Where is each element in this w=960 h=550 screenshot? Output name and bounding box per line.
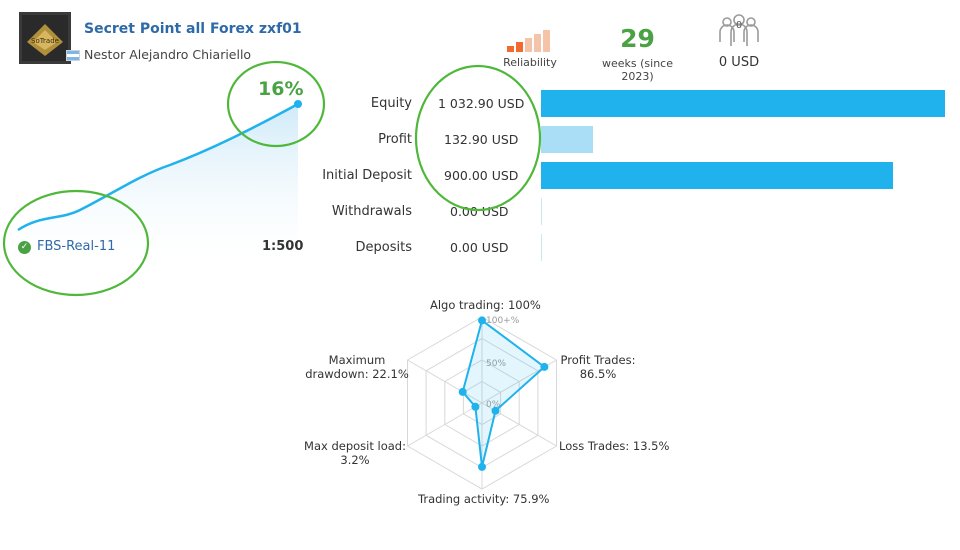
radar-label-algo-trading: Algo trading: 100% xyxy=(430,298,541,312)
subscribers-usd: 0 USD xyxy=(718,55,760,70)
finance-bar-equity xyxy=(541,90,945,117)
radar-scale-label: 100+% xyxy=(486,316,520,326)
finance-label-equity: Equity xyxy=(370,96,412,111)
finance-bar-deposits xyxy=(541,234,542,261)
radar-label-loss-trades: Loss Trades: 13.5% xyxy=(559,439,670,453)
subscribers-icon: 0 xyxy=(714,12,764,56)
radar-point-trading-activity xyxy=(478,462,486,471)
weeks-value: 29 xyxy=(620,24,655,53)
finance-value-profit: 132.90 USD xyxy=(444,132,519,147)
finance-value-withdrawals: 0.00 USD xyxy=(450,204,509,219)
radar-axis xyxy=(407,359,483,404)
weeks-block: 29 weeks (since 2023) xyxy=(585,24,690,83)
finance-label-deposits: Deposits xyxy=(355,240,412,255)
trading-logo-icon[interactable]: SoTrade xyxy=(19,12,71,64)
radar-label-maximum-drawdown: Maximum drawdown: 22.1% xyxy=(305,353,409,381)
finance-label-profit: Profit xyxy=(378,132,412,147)
radar-point-loss-trades xyxy=(491,406,500,415)
finance-value-initial-deposit: 900.00 USD xyxy=(444,168,519,183)
check-icon: ✓ xyxy=(18,241,31,254)
reliability-bar xyxy=(507,46,514,52)
finance-bar-withdrawals xyxy=(541,198,542,225)
radar-points xyxy=(458,316,549,471)
finance-label-withdrawals: Withdrawals xyxy=(331,204,412,219)
finance-bar-initial-deposit xyxy=(541,162,893,189)
reliability-indicator: Reliability xyxy=(500,26,560,72)
weeks-label: weeks (since 2023) xyxy=(602,57,673,83)
radar-label-trading-activity: Trading activity: 75.9% xyxy=(418,492,550,506)
subscribers-count: 0 xyxy=(735,20,743,31)
radar-chart: 100+% 50% 0% xyxy=(407,316,557,490)
server-name[interactable]: FBS-Real-11 xyxy=(37,239,116,254)
radar-point-profit-trades xyxy=(540,362,549,371)
finance-bar-profit xyxy=(541,126,593,153)
reliability-bar xyxy=(525,38,532,52)
leverage: 1:500 xyxy=(262,239,304,254)
argentina-flag-icon xyxy=(66,50,80,61)
radar-scale-label: 0% xyxy=(486,400,501,410)
finance-label-initial-deposit: Initial Deposit xyxy=(322,168,412,183)
avatar-text: SoTrade xyxy=(31,37,59,45)
finance-value-equity: 1 032.90 USD xyxy=(438,96,525,111)
reliability-label: Reliability xyxy=(503,56,557,69)
reliability-bar xyxy=(534,34,541,52)
reliability-bar xyxy=(516,42,523,52)
author-name[interactable]: Nestor Alejandro Chiariello xyxy=(84,47,252,62)
server-link[interactable]: ✓ FBS-Real-11 xyxy=(18,239,115,254)
finance-value-deposits: 0.00 USD xyxy=(450,240,509,255)
radar-point-maximum-drawdown xyxy=(458,387,467,396)
radar-point-algo-trading xyxy=(478,316,486,325)
radar-scale-label: 50% xyxy=(486,359,506,369)
radar-axis xyxy=(407,402,483,447)
reliability-bar xyxy=(543,30,550,52)
radar-label-max-deposit-load: Max deposit load: 3.2% xyxy=(304,439,406,467)
radar-point-max-deposit-load xyxy=(471,402,480,411)
radar-label-profit-trades: Profit Trades: 86.5% xyxy=(560,353,636,381)
signal-title[interactable]: Secret Point all Forex zxf01 xyxy=(84,21,302,37)
